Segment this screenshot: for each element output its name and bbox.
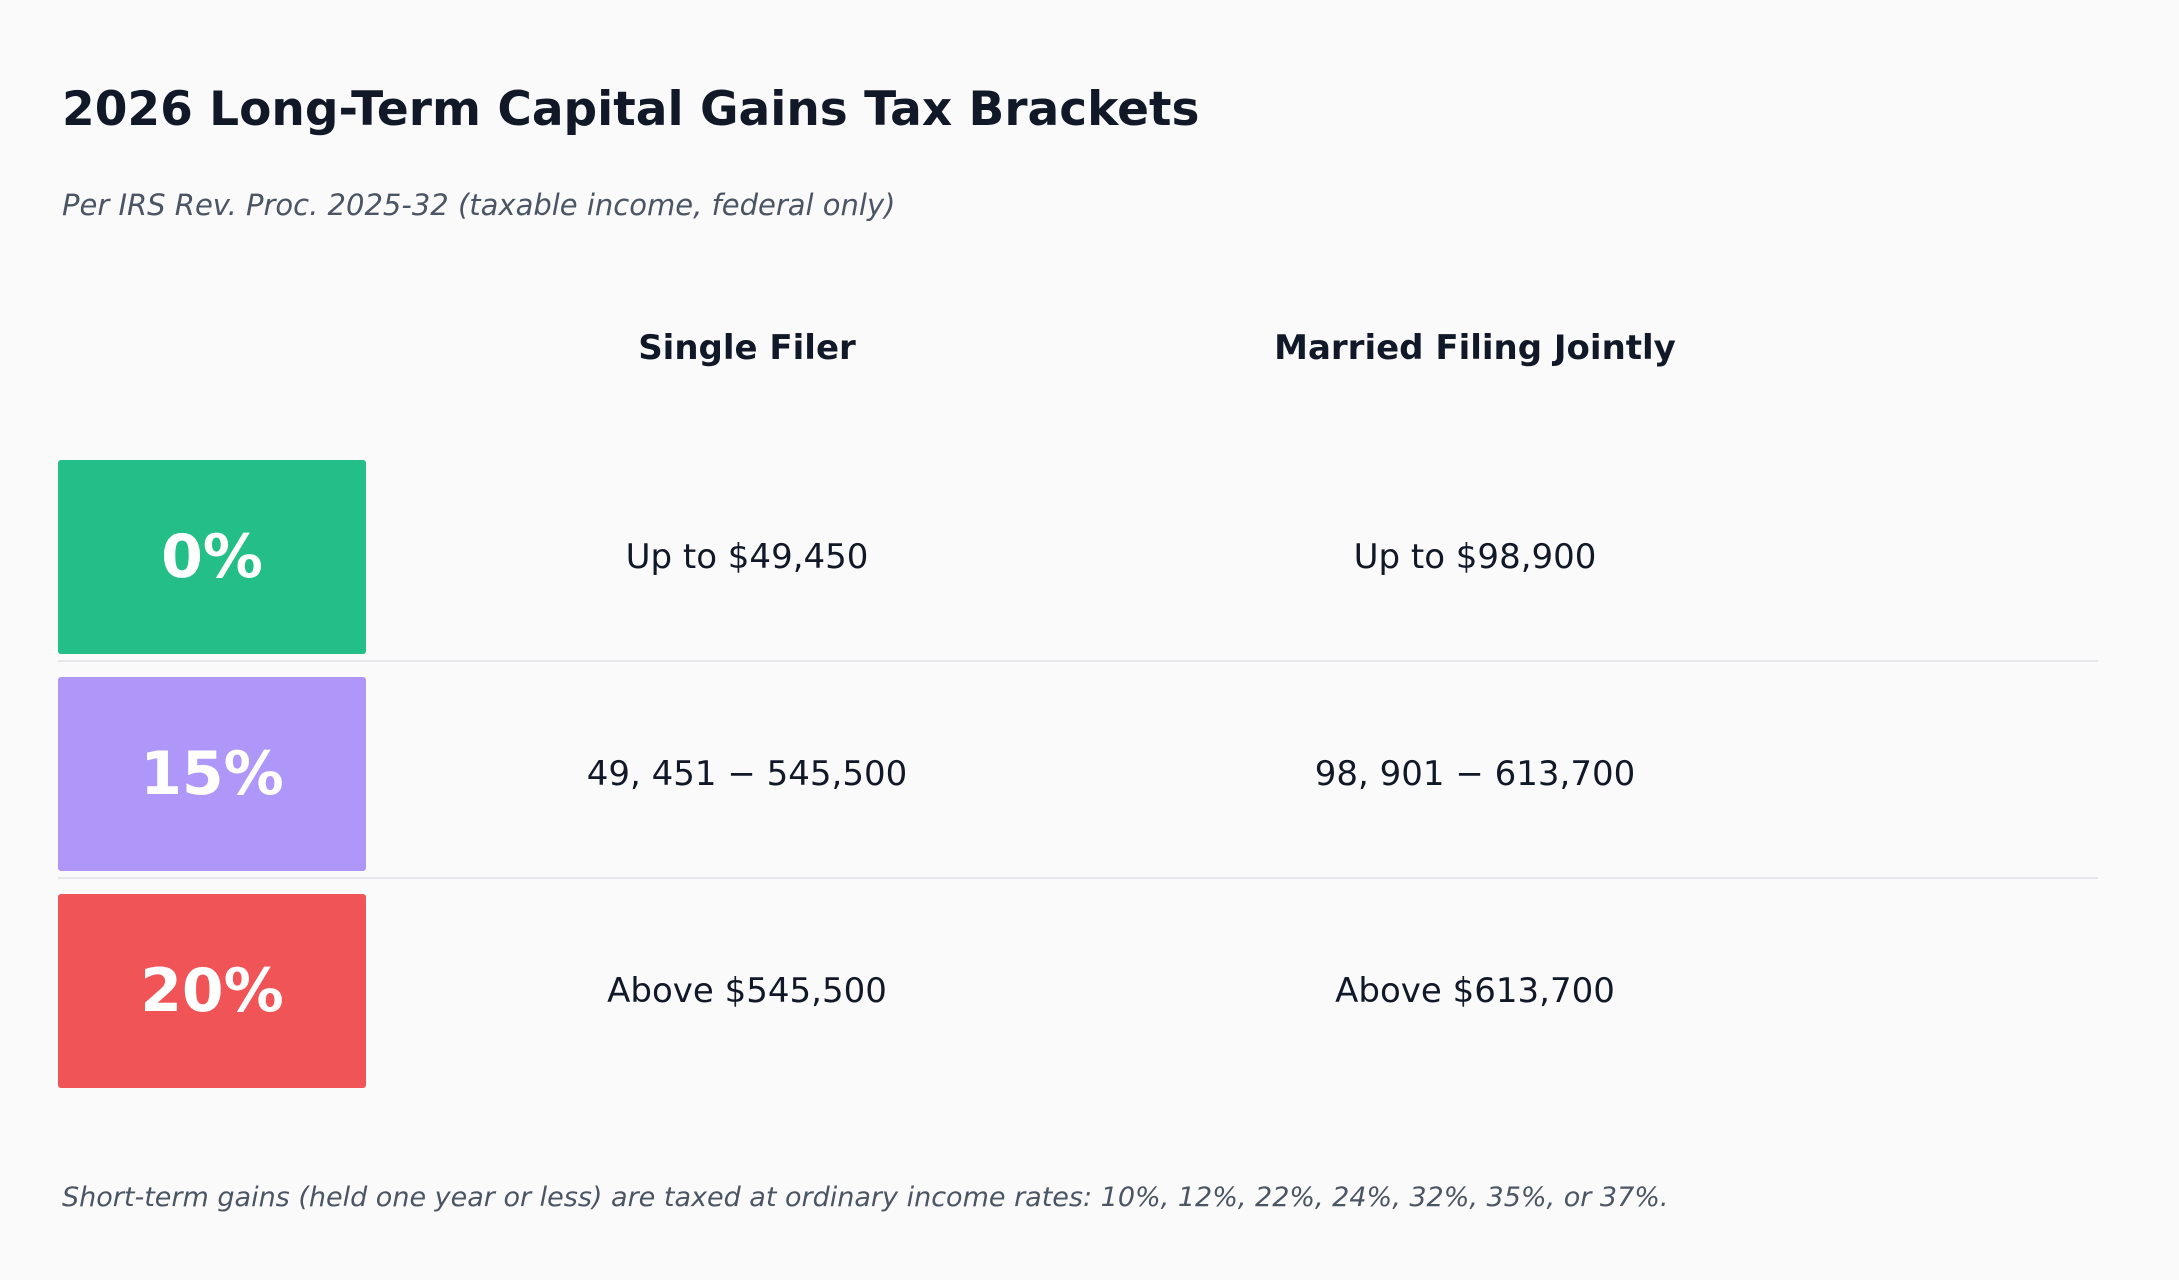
bracket-row-0-percent: 0% Up to $49,450 Up to $98,900 <box>58 460 2098 654</box>
footnote: Short-term gains (held one year or less)… <box>62 1182 1669 1213</box>
page-subtitle: Per IRS Rev. Proc. 2025-32 (taxable inco… <box>62 188 896 222</box>
married-threshold-20-percent: Above $613,700 <box>1335 971 1615 1011</box>
single-threshold-15-percent: 49, 451 − 545,500 <box>586 754 908 794</box>
page-title: 2026 Long-Term Capital Gains Tax Bracket… <box>62 82 1200 137</box>
rate-badge-15-percent: 15% <box>58 677 366 871</box>
bracket-row-15-percent: 15% 49, 451 − 545,500 98, 901 − 613,700 <box>58 677 2098 871</box>
rate-badge-0-percent: 0% <box>58 460 366 654</box>
married-threshold-15-percent: 98, 901 − 613,700 <box>1314 754 1636 794</box>
single-threshold-0-percent: Up to $49,450 <box>625 537 869 577</box>
single-threshold-20-percent: Above $545,500 <box>607 971 887 1011</box>
bracket-row-20-percent: 20% Above $545,500 Above $613,700 <box>58 894 2098 1088</box>
rate-badge-20-percent: 20% <box>58 894 366 1088</box>
column-header-married: Married Filing Jointly <box>1274 328 1676 368</box>
married-threshold-0-percent: Up to $98,900 <box>1353 537 1597 577</box>
row-divider <box>58 660 2098 662</box>
column-header-single: Single Filer <box>638 328 856 368</box>
row-divider <box>58 877 2098 879</box>
